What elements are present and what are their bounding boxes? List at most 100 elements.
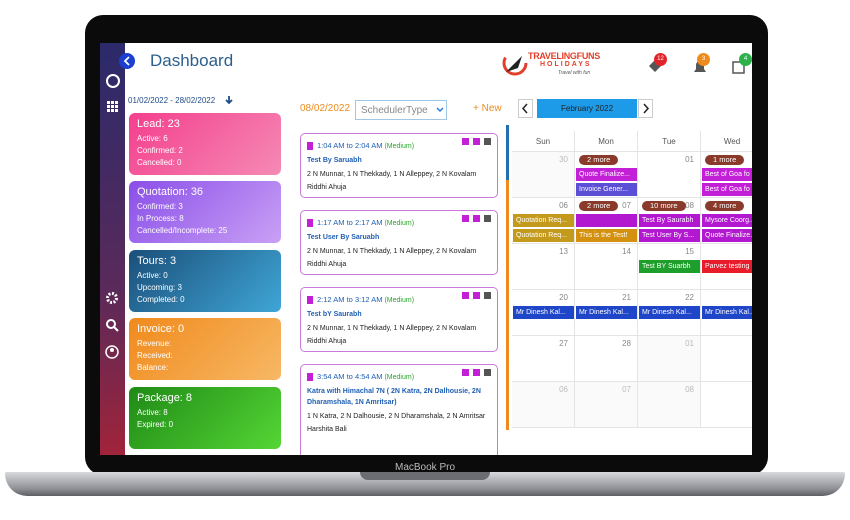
calendar-day[interactable] [701,382,752,428]
calendar-day[interactable]: 15 Test BY Suarbh [638,244,701,290]
logo-tagline: Travel with fun [558,70,591,76]
notification-badge: 3 [697,53,710,66]
event-priority: (Medium) [384,220,415,227]
calendar-icon[interactable] [732,61,745,74]
calendar-day[interactable]: 06 [512,382,575,428]
calendar-day[interactable]: 01 [638,336,701,382]
schedule-event[interactable]: 2:12 AM to 3:12 AM (Medium) Test bY Saurab… [300,287,498,352]
event-actions[interactable] [462,369,492,376]
event-icon [307,142,313,151]
calendar-day[interactable]: 4 more Mysore Coorg... Quote Finalize... [701,198,752,244]
day-number: 15 [685,247,694,256]
grid-icon[interactable] [107,101,118,112]
summary-card[interactable]: Tours: 3 Active: 0 Upcoming: 3 Completed: 0 [129,250,281,312]
calendar-event[interactable]: Mr Dinesh Kal... [576,306,637,319]
date-range-arrow[interactable] [224,95,234,105]
event-icon [307,219,313,228]
more-link[interactable]: 2 more [579,201,619,211]
back-button[interactable] [118,52,136,70]
calendar-event[interactable]: Mr Dinesh Kal... [639,306,700,319]
event-icon [307,296,313,305]
calendar-day[interactable]: 08 10 more Test By Saurabh Test User By S..… [638,198,701,244]
event-actions[interactable] [462,215,492,222]
summary-card[interactable]: Package: 8 Active: 8 Expired: 0 [129,387,281,449]
more-link[interactable]: 10 more [642,201,686,211]
calendar-day[interactable]: 08 [638,382,701,428]
laptop-label: MacBook Pro [394,462,456,473]
card-item: Active: 8 [137,408,168,417]
calendar-day[interactable]: 1 more Best of Goa fo Best of Goa fo [701,152,752,198]
calendar-day[interactable]: 01 [638,152,701,198]
calendar-event[interactable]: Quotation Req... [513,229,574,242]
event-header: 3:54 AM to 4:54 AM (Medium) [307,369,492,384]
calendar-day[interactable]: 2 more Quote Finalize... Invoice Gener... [575,152,638,198]
calendar-event[interactable]: Quotation Req... [513,214,574,227]
calendar-event[interactable]: Mysore Coorg... [702,214,752,227]
day-number: 14 [622,247,631,256]
summary-card[interactable]: Lead: 23 Active: 6 Confirmed: 2 Cancelled: … [129,113,281,175]
schedule-event[interactable]: 1:04 AM to 2:04 AM (Medium) Test By Saruab… [300,133,498,198]
calendar-day[interactable]: 20 Mr Dinesh Kal... [512,290,575,336]
calendar-day[interactable]: 21 Mr Dinesh Kal... [575,290,638,336]
calendar-event[interactable]: Mr Dinesh Kal... [702,306,752,319]
date-range[interactable]: 01/02/2022 - 28/02/2022 [128,96,216,105]
calendar-day[interactable]: 30 [512,152,575,198]
search-icon[interactable] [106,319,119,332]
calendar-event[interactable]: Test BY Suarbh [639,260,700,273]
calendar-day[interactable]: 13 [512,244,575,290]
calendar-day[interactable] [701,336,752,382]
calendar-day[interactable]: Parvez testing [701,244,752,290]
new-button[interactable]: + New [473,103,502,114]
calendar-day[interactable]: 28 [575,336,638,382]
event-actions[interactable] [462,292,492,299]
event-itinerary: 2 N Munnar, 1 N Thekkady, 1 N Alleppey, … [307,171,477,178]
calendar-event[interactable]: Test By Saurabh [639,214,700,227]
calendar-day[interactable]: 07 [575,382,638,428]
summary-card[interactable]: Quotation: 36 Confirmed: 3 In Process: 8 Ca… [129,181,281,243]
calendar-event[interactable]: Quote Finalize... [702,229,752,242]
calendar-event[interactable]: Parvez testing [702,260,752,273]
card-item: Active: 0 [137,271,168,280]
calendar-event[interactable]: Best of Goa fo [702,183,752,196]
event-actions[interactable] [462,138,492,145]
day-number: 22 [685,293,694,302]
calendar-day[interactable]: 27 [512,336,575,382]
next-month-button[interactable] [638,99,653,118]
day-number: 20 [559,293,568,302]
calendar-day[interactable]: 22 Mr Dinesh Kal... [638,290,701,336]
calendar-event[interactable]: Best of Goa fo [702,168,752,181]
more-link[interactable]: 1 more [705,155,745,165]
event-title: Katra with Himachal 7N ( 2N Katra, 2N Da… [307,388,481,406]
logo-mark [502,50,528,76]
event-priority: (Medium) [384,143,415,150]
event-title: Test User By Saruabh [307,234,380,241]
summary-card[interactable]: Invoice: 0 Revenue: Received: Balance: [129,318,281,380]
calendar-day[interactable]: Mr Dinesh Kal... [701,290,752,336]
timeline-bar [506,180,509,430]
timeline-bar [506,125,509,180]
more-link[interactable]: 2 more [579,155,619,165]
more-link[interactable]: 4 more [705,201,745,211]
calendar-event[interactable]: Invoice Gener... [576,183,637,196]
event-client: Riddhi Ahuja [307,261,347,268]
calendar-day[interactable]: 14 [575,244,638,290]
schedule-event[interactable]: 3:54 AM to 4:54 AM (Medium) Katra with Him… [300,364,498,455]
card-title: Invoice: 0 [137,323,185,335]
calendar-event[interactable] [576,214,637,227]
gauge-icon[interactable] [106,74,120,88]
scheduler-type-select[interactable]: SchedulerType [355,100,447,120]
calendar-day[interactable]: 07 2 more This is the Test! [575,198,638,244]
schedule-event[interactable]: 1:17 AM to 2:17 AM (Medium) Test User By S… [300,210,498,275]
calendar-event[interactable]: Test User By S... [639,229,700,242]
settings-icon[interactable] [106,292,118,304]
card-title: Lead: 23 [137,118,180,130]
logo-name: TRAVELINGFUNS [528,51,600,61]
calendar-event[interactable]: Quote Finalize... [576,168,637,181]
prev-month-button[interactable] [518,99,533,118]
calendar-event[interactable]: Mr Dinesh Kal... [513,306,574,319]
calendar-event[interactable]: This is the Test! [576,229,637,242]
card-item: Confirmed: 3 [137,202,183,211]
user-icon[interactable] [105,345,119,359]
laptop-notch [360,472,490,480]
calendar-day[interactable]: 06 Quotation Req... Quotation Req... [512,198,575,244]
